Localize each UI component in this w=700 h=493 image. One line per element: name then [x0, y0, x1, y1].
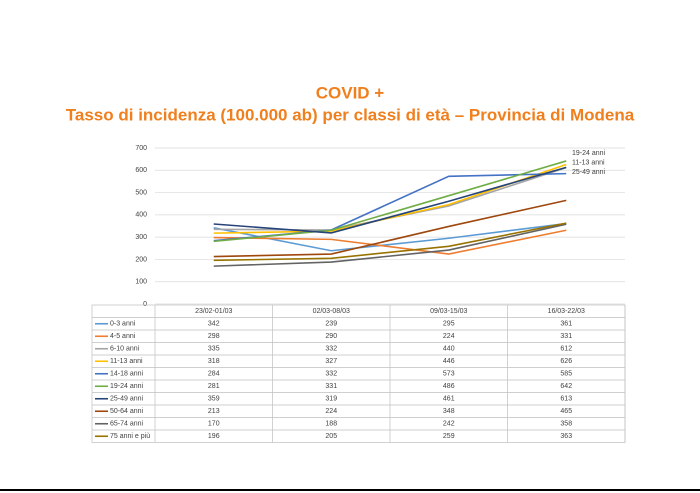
table-value: 613 — [560, 396, 572, 403]
table-value: 361 — [560, 321, 572, 328]
x-tick-label: 23/02-01/03 — [195, 308, 232, 315]
annotation: 25-49 anni — [572, 169, 606, 176]
table-value: 461 — [443, 396, 455, 403]
x-tick-label: 09/03-15/03 — [430, 308, 467, 315]
table-value: 318 — [208, 358, 220, 365]
legend-label: 11-13 anni — [110, 358, 143, 365]
table-value: 188 — [325, 421, 337, 428]
series-line — [213, 160, 567, 243]
annotation: 19-24 anni — [572, 150, 606, 157]
table-value: 205 — [325, 433, 337, 440]
table-value: 298 — [208, 333, 220, 340]
table-value: 224 — [443, 333, 455, 340]
legend-label: 75 anni e più — [110, 433, 150, 440]
table-value: 348 — [443, 408, 455, 415]
legend-label: 6-10 anni — [110, 346, 140, 353]
table-border — [91, 304, 626, 443]
legend-label: 4-5 anni — [110, 333, 136, 340]
table-value: 331 — [325, 383, 337, 390]
y-tick-label: 300 — [135, 234, 147, 241]
table-value: 331 — [560, 333, 572, 340]
table-value: 281 — [208, 383, 220, 390]
series-line — [213, 223, 567, 267]
table-value: 213 — [208, 408, 220, 415]
table-value: 335 — [208, 346, 220, 353]
x-tick-label: 16/03-22/03 — [548, 308, 585, 315]
table-value: 359 — [208, 396, 220, 403]
table-value: 224 — [325, 408, 337, 415]
table-value: 170 — [208, 421, 220, 428]
series-line — [213, 229, 567, 255]
series-line — [213, 166, 567, 234]
table-value: 363 — [560, 433, 572, 440]
table-value: 290 — [325, 333, 337, 340]
table-value: 259 — [443, 433, 455, 440]
y-tick-label: 100 — [135, 279, 147, 286]
table-value: 446 — [443, 358, 455, 365]
legend-label: 19-24 anni — [110, 383, 144, 390]
x-tick-label: 02/03-08/03 — [313, 308, 350, 315]
legend-label: 14-18 anni — [110, 371, 144, 378]
chart-title: COVID + — [316, 83, 385, 102]
table-value: 465 — [560, 408, 572, 415]
y-tick-label: 500 — [135, 189, 147, 196]
legend-label: 0-3 anni — [110, 321, 136, 328]
series-line — [213, 222, 567, 262]
table-value: 342 — [208, 321, 220, 328]
series-line — [213, 199, 567, 258]
table-value: 626 — [560, 358, 572, 365]
table-value: 332 — [325, 346, 337, 353]
table-value: 486 — [443, 383, 455, 390]
table-value: 332 — [325, 371, 337, 378]
legend-label: 65-74 anni — [110, 421, 144, 428]
y-tick-label: 400 — [135, 212, 147, 219]
chart-subtitle: Tasso di incidenza (100.000 ab) per clas… — [66, 105, 635, 124]
legend-label: 25-49 anni — [110, 396, 144, 403]
y-tick-label: 200 — [135, 256, 147, 263]
table-value: 358 — [560, 421, 572, 428]
table-value: 239 — [325, 321, 337, 328]
y-tick-label: 600 — [135, 167, 147, 174]
table-value: 612 — [560, 346, 572, 353]
table-value: 242 — [443, 421, 455, 428]
y-tick-label: 0 — [143, 301, 147, 308]
legend-label: 50-64 anni — [110, 408, 144, 415]
table-value: 319 — [325, 396, 337, 403]
table-value: 284 — [208, 371, 220, 378]
table-value: 295 — [443, 321, 455, 328]
table-value: 642 — [560, 383, 572, 390]
table-value: 440 — [443, 346, 455, 353]
table-value: 585 — [560, 371, 572, 378]
annotation: 11-13 anni — [572, 159, 605, 166]
table-value: 196 — [208, 433, 220, 440]
y-tick-label: 700 — [135, 145, 147, 152]
table-value: 573 — [443, 371, 455, 378]
table-value: 327 — [325, 358, 337, 365]
